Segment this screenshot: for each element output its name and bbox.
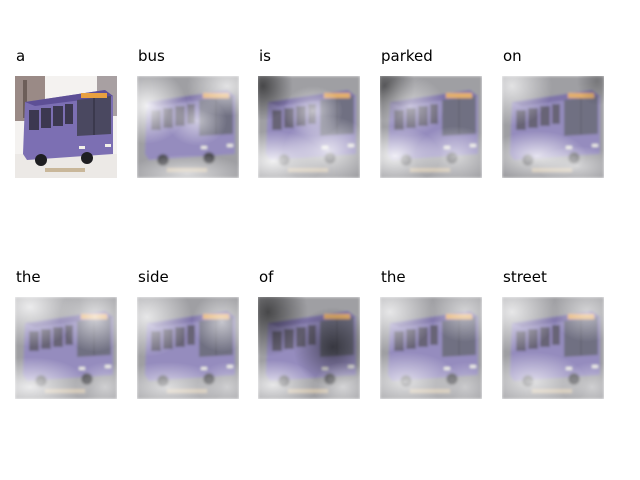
attention-map [380, 76, 482, 178]
attention-map [137, 297, 239, 399]
word-label: is [259, 47, 271, 65]
word-label: parked [381, 47, 433, 65]
attention-map [258, 297, 360, 399]
word-label: on [503, 47, 522, 65]
attention-map [502, 76, 604, 178]
word-label: side [138, 268, 169, 286]
attention-map [15, 297, 117, 399]
attention-map [502, 297, 604, 399]
attention-map [258, 76, 360, 178]
word-label: street [503, 268, 547, 286]
word-label: the [16, 268, 41, 286]
word-label: a [16, 47, 26, 65]
attention-map [380, 297, 482, 399]
word-label: of [259, 268, 274, 286]
attention-map [137, 76, 239, 178]
bus-photo-original [15, 76, 117, 178]
word-label: bus [138, 47, 165, 65]
word-label: the [381, 268, 406, 286]
